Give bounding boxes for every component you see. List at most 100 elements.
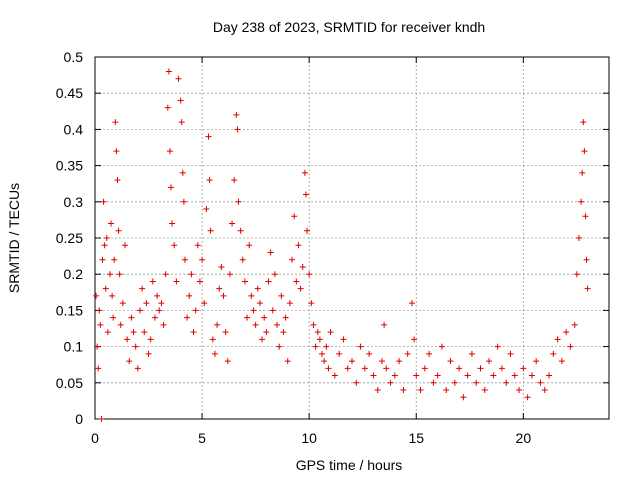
- data-point: [246, 242, 253, 249]
- data-point: [160, 321, 167, 328]
- data-point: [321, 358, 328, 365]
- data-point: [151, 314, 158, 321]
- data-point: [558, 358, 565, 365]
- data-point: [143, 300, 150, 307]
- data-point: [209, 336, 216, 343]
- x-tick-label: 5: [198, 430, 206, 446]
- data-point: [216, 285, 223, 292]
- data-point: [252, 321, 259, 328]
- data-point: [576, 235, 583, 241]
- data-point: [503, 379, 510, 386]
- data-point: [374, 387, 381, 394]
- data-point: [331, 372, 338, 379]
- data-point: [323, 343, 330, 350]
- data-point: [124, 336, 131, 343]
- data-point: [186, 292, 193, 299]
- data-point: [319, 350, 326, 357]
- data-point: [177, 97, 184, 104]
- data-point: [194, 242, 201, 249]
- data-point: [192, 307, 199, 314]
- data-point: [498, 365, 505, 372]
- data-point: [336, 350, 343, 357]
- data-point: [400, 387, 407, 394]
- data-point: [312, 343, 319, 350]
- data-point: [154, 292, 161, 299]
- data-point: [224, 358, 231, 365]
- data-point: [567, 343, 574, 350]
- data-point: [149, 278, 156, 285]
- data-point: [100, 198, 107, 205]
- data-point: [231, 177, 238, 184]
- data-point: [280, 329, 287, 336]
- data-point: [507, 350, 514, 357]
- data-point: [254, 285, 261, 292]
- y-tick-label: 0.25: [56, 230, 83, 246]
- data-point: [239, 256, 246, 263]
- data-point: [162, 271, 169, 278]
- data-point: [115, 227, 122, 234]
- data-point: [203, 206, 210, 213]
- data-point: [456, 365, 463, 372]
- data-point: [316, 336, 323, 343]
- data-point: [205, 133, 212, 140]
- data-point: [473, 379, 480, 386]
- data-point: [207, 227, 214, 234]
- chart-title: Day 238 of 2023, SRMTID for receiver knd…: [213, 19, 485, 35]
- data-point: [391, 372, 398, 379]
- data-point: [528, 372, 535, 379]
- data-point: [175, 75, 182, 82]
- data-point: [308, 300, 315, 307]
- y-tick-label: 0.5: [64, 49, 84, 65]
- data-point: [357, 343, 364, 350]
- data-point: [104, 329, 111, 336]
- data-point: [396, 358, 403, 365]
- y-tick-label: 0.2: [64, 266, 84, 282]
- data-point: [218, 263, 225, 270]
- data-point: [237, 227, 244, 234]
- data-point: [128, 314, 135, 321]
- data-point: [158, 300, 165, 307]
- data-point: [169, 220, 176, 227]
- data-point: [434, 372, 441, 379]
- data-point: [179, 169, 186, 176]
- data-point: [349, 358, 355, 365]
- data-point: [289, 256, 296, 263]
- data-point: [250, 307, 257, 314]
- y-axis-label: SRMTID / TECUs: [6, 183, 22, 293]
- data-point: [220, 292, 227, 299]
- y-tick-label: 0.05: [56, 375, 83, 391]
- data-point: [580, 119, 587, 126]
- data-point: [101, 242, 108, 249]
- data-point: [222, 329, 229, 336]
- data-point: [116, 271, 123, 278]
- data-point: [196, 278, 203, 285]
- data-point: [494, 343, 501, 350]
- data-point: [108, 220, 115, 227]
- data-point: [299, 263, 306, 270]
- data-point: [411, 336, 418, 343]
- data-point: [248, 292, 255, 299]
- data-point: [165, 68, 172, 75]
- data-point: [293, 278, 300, 285]
- data-point: [353, 379, 360, 386]
- data-point: [582, 213, 589, 220]
- data-point: [291, 213, 298, 220]
- data-point: [451, 379, 458, 386]
- data-point: [188, 271, 195, 278]
- data-point: [181, 256, 188, 263]
- axis-ticks: 0 0.05 0.1 0.15 0.2 0.25 0.3 0.35 0.4 0.45 0.5 0 5 10…: [56, 49, 609, 446]
- data-point: [109, 292, 116, 299]
- data-point: [178, 119, 185, 126]
- data-point: [443, 387, 450, 394]
- data-point: [235, 198, 242, 205]
- data-point: [550, 350, 557, 357]
- data-point: [430, 379, 437, 386]
- data-point: [173, 278, 180, 285]
- data-point: [295, 242, 302, 249]
- data-point: [271, 271, 278, 278]
- data-point: [121, 242, 128, 249]
- data-point: [201, 300, 208, 307]
- data-point: [387, 379, 394, 386]
- data-point: [583, 256, 590, 263]
- data-point: [126, 358, 133, 365]
